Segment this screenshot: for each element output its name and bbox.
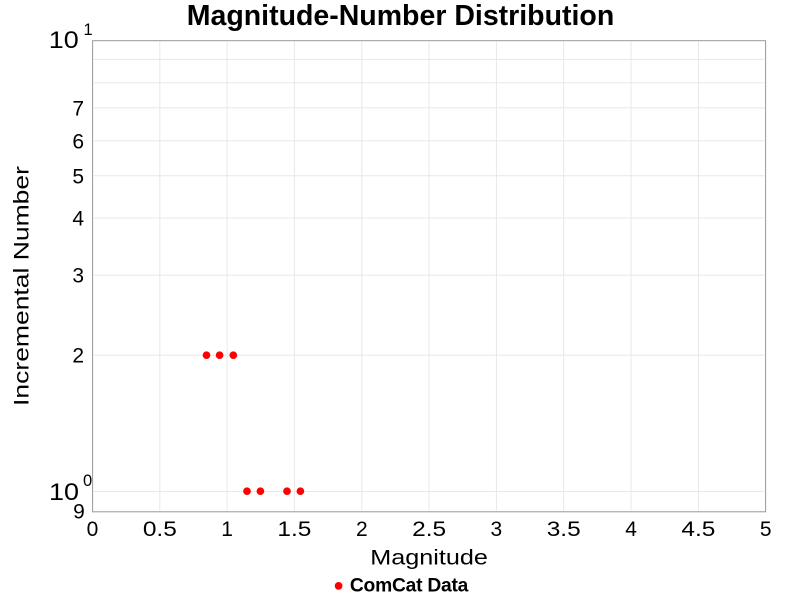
svg-text:2: 2 xyxy=(72,345,84,368)
svg-text:0.5: 0.5 xyxy=(143,517,177,541)
svg-text:10: 10 xyxy=(49,27,79,54)
svg-text:5: 5 xyxy=(72,165,84,188)
svg-text:7: 7 xyxy=(72,98,84,121)
svg-text:4: 4 xyxy=(625,518,637,541)
svg-text:1: 1 xyxy=(221,518,233,541)
svg-text:Magnitude-Number Distribution: Magnitude-Number Distribution xyxy=(187,0,614,32)
svg-text:5: 5 xyxy=(760,518,772,541)
svg-text:1.5: 1.5 xyxy=(277,517,311,541)
svg-text:Magnitude: Magnitude xyxy=(370,545,488,569)
svg-text:3.5: 3.5 xyxy=(547,517,581,541)
svg-text:2.5: 2.5 xyxy=(412,517,446,541)
svg-text:2: 2 xyxy=(356,518,368,541)
svg-text:3: 3 xyxy=(491,518,503,541)
svg-text:0: 0 xyxy=(87,518,99,541)
svg-text:ComCat Data: ComCat Data xyxy=(350,576,469,597)
svg-text:4.5: 4.5 xyxy=(681,517,715,541)
svg-text:10: 10 xyxy=(49,479,79,506)
svg-text:9: 9 xyxy=(73,501,85,524)
svg-text:3: 3 xyxy=(72,265,84,288)
svg-text:1: 1 xyxy=(84,21,93,39)
svg-text:0: 0 xyxy=(83,472,92,490)
svg-text:Incremental Number: Incremental Number xyxy=(10,166,34,406)
svg-text:6: 6 xyxy=(72,130,84,153)
svg-text:4: 4 xyxy=(72,208,84,231)
